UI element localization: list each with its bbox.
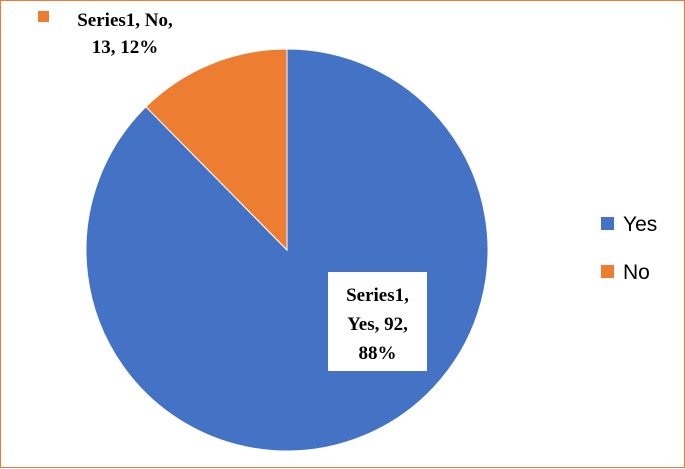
legend-key-no — [601, 265, 614, 278]
pie-slice-no — [145, 48, 288, 252]
data-label-no-line-2: 13, 12% — [92, 37, 159, 58]
data-label-no-key — [38, 11, 49, 22]
legend-label-yes: Yes — [623, 213, 657, 236]
data-label-no-line-1: Series1, No, — [77, 10, 173, 31]
data-label-yes-line-2: Yes, 92, — [347, 314, 408, 335]
data-label-yes-line-1: Series1, — [346, 285, 409, 306]
data-label-yes: Series1, Yes, 92, 88% — [328, 272, 427, 371]
legend-label-no: No — [623, 261, 650, 284]
legend-key-yes — [601, 217, 614, 230]
data-label-yes-box — [328, 272, 427, 371]
data-label-yes-line-3: 88% — [359, 343, 397, 364]
data-label-no: Series1, No, 13, 12% — [38, 10, 173, 58]
legend: Yes No — [601, 213, 657, 284]
pie-slices — [85, 48, 489, 452]
